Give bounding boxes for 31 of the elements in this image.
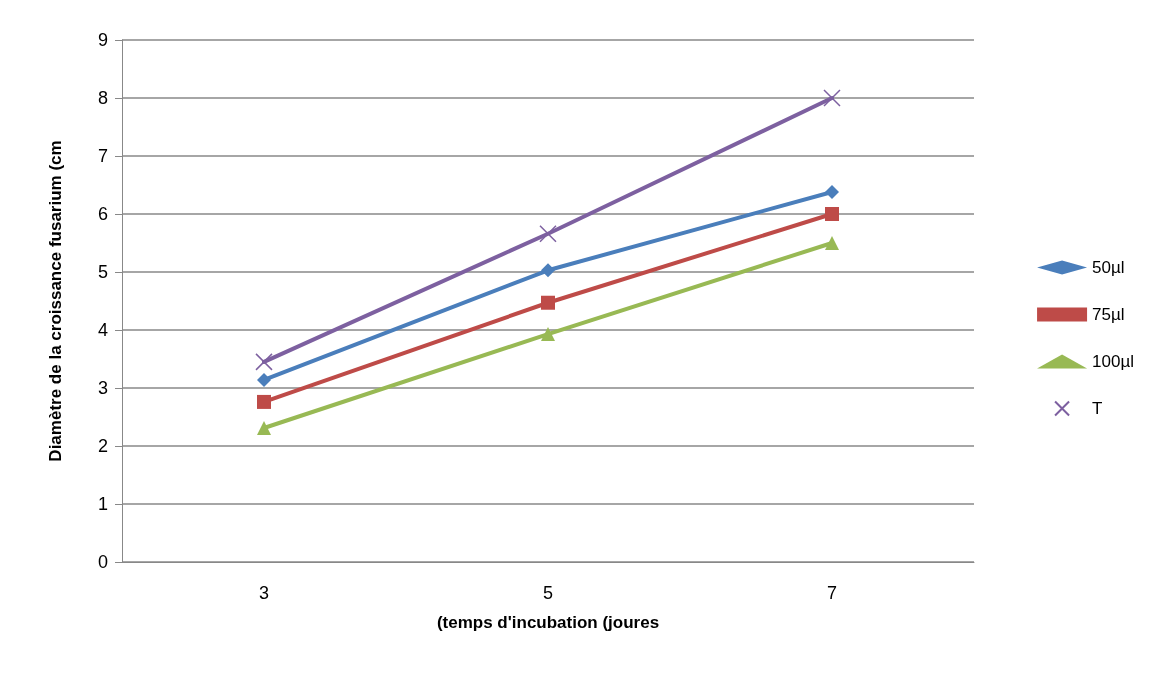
x-tick-label: 7 (826, 583, 838, 603)
y-tick-label: 2 (97, 436, 108, 456)
point (825, 207, 839, 221)
point (825, 236, 839, 250)
legend-label: 75µl (1092, 305, 1125, 324)
y-tick-label: 4 (97, 320, 108, 340)
legend-label: 50µl (1092, 258, 1125, 277)
point (541, 263, 555, 278)
point (825, 184, 839, 199)
y-tick-label: 9 (97, 30, 108, 50)
point (823, 89, 841, 107)
y-tick-label: 1 (97, 494, 108, 514)
y-axis-title: Diamètre de la croissance fusarium (cm (46, 140, 65, 462)
legend-label: 100µl (1092, 352, 1134, 371)
point (257, 421, 271, 436)
y-tick-label: 3 (97, 378, 108, 398)
y-tick-label: 5 (97, 262, 108, 282)
point (257, 372, 271, 387)
x-tick-label: 3 (258, 583, 270, 603)
point (255, 353, 273, 371)
point (541, 295, 555, 310)
legend-label: T (1092, 399, 1103, 418)
y-tick-label: 6 (97, 204, 108, 224)
x-tick-label: 5 (542, 583, 554, 603)
y-tick-label: 0 (97, 552, 108, 572)
point (541, 327, 555, 342)
y-tick-label: 7 (97, 146, 108, 166)
y-tick-label: 8 (97, 88, 108, 108)
point (257, 394, 271, 409)
point (539, 224, 557, 243)
x-axis-title: (temps d'incubation (joures (436, 613, 660, 632)
